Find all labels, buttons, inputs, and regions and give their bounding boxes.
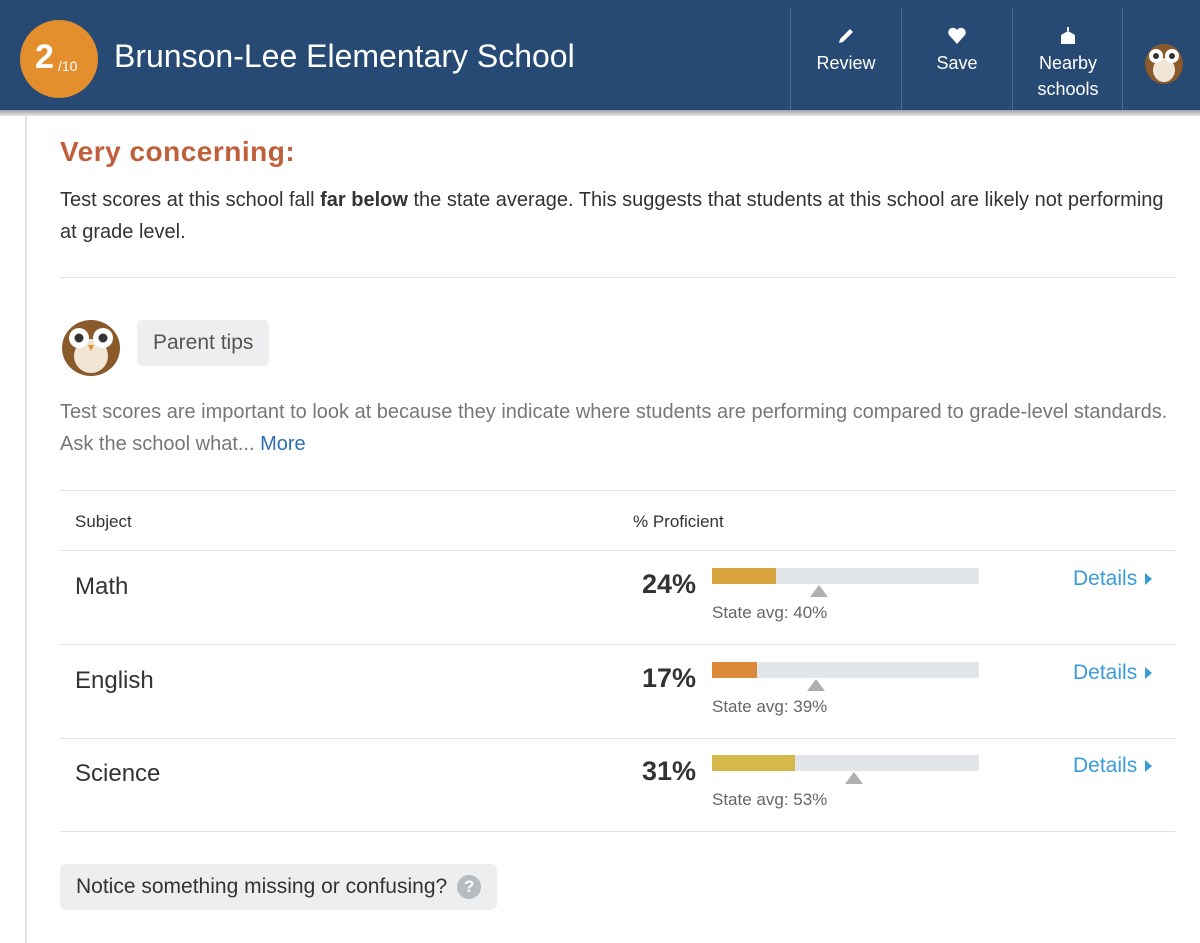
feedback-box[interactable]: Notice something missing or confusing? ? [60,864,498,910]
school-title: Brunson-Lee Elementary School [114,38,575,74]
header: 2 /10 Brunson-Lee Elementary School Revi… [0,0,1200,110]
column-header: % Proficient [633,512,724,531]
arrow-icon [1145,573,1153,585]
tips-label: Parent tips [137,320,270,366]
header-shadow [0,110,1200,116]
state-avg-marker [807,678,826,691]
subject: Science [75,760,161,787]
details-link[interactable]: Details [1073,754,1153,778]
feedback-text: Notice something missing or confusing? [76,875,448,898]
table-row: Science 31% State avg: 53% Details [60,738,1175,832]
action-label: Review [816,53,876,73]
text-bold: far below [320,189,408,211]
bar-track [712,755,979,771]
tips-text: Test scores are important to look at bec… [60,396,1170,460]
rating: 2 [35,38,54,76]
account[interactable] [1122,8,1200,110]
nearby-button[interactable]: Nearby schools [1012,8,1123,110]
rating-scale: /10 [58,58,78,74]
state-avg-label: State avg: 39% [712,696,828,716]
owl-icon [62,320,120,376]
help-icon[interactable]: ? [457,875,482,899]
bar-track [712,661,979,678]
action-label: Nearby schools [1037,53,1099,99]
state-avg-label: State avg: 40% [712,603,828,622]
summary-text: Test scores at this school fall far belo… [60,184,1170,248]
divider [60,277,1175,278]
arrow-icon [1145,666,1153,679]
table-row: Math 24% State avg: 40% Details [60,551,1175,645]
divider [60,490,1175,491]
left-border [25,116,27,943]
state-avg-marker [844,772,863,784]
bar-fill [712,568,777,584]
divider [60,550,1175,551]
state-avg-marker [809,585,828,597]
rating-badge: 2 /10 [20,20,98,98]
text: the state average. This suggests that st… [60,189,1164,243]
percent-proficient: 31% [641,756,696,786]
action-label: Save [936,53,978,73]
bar-fill [712,755,795,771]
table-row: English 17% State avg: 39% Details [60,645,1175,739]
bar-track [712,568,979,584]
details-link[interactable]: Details [1073,567,1153,591]
column-header: Subject [75,512,132,531]
text: Test scores are important to look at bec… [60,401,1168,455]
review-button[interactable]: Review [790,8,901,110]
percent-proficient: 17% [641,662,696,693]
state-avg-label: State avg: 53% [712,790,828,809]
summary-heading: Very concerning: [60,136,296,167]
text: Test scores at this school fall [60,189,315,211]
details-link[interactable]: Details [1073,661,1153,685]
percent-proficient: 24% [641,569,696,599]
subject: English [75,666,154,694]
save-button[interactable]: Save [901,8,1012,110]
bar-fill [712,661,758,678]
more-link[interactable]: More [260,433,306,455]
arrow-icon [1145,760,1153,772]
subject: Math [75,573,129,600]
